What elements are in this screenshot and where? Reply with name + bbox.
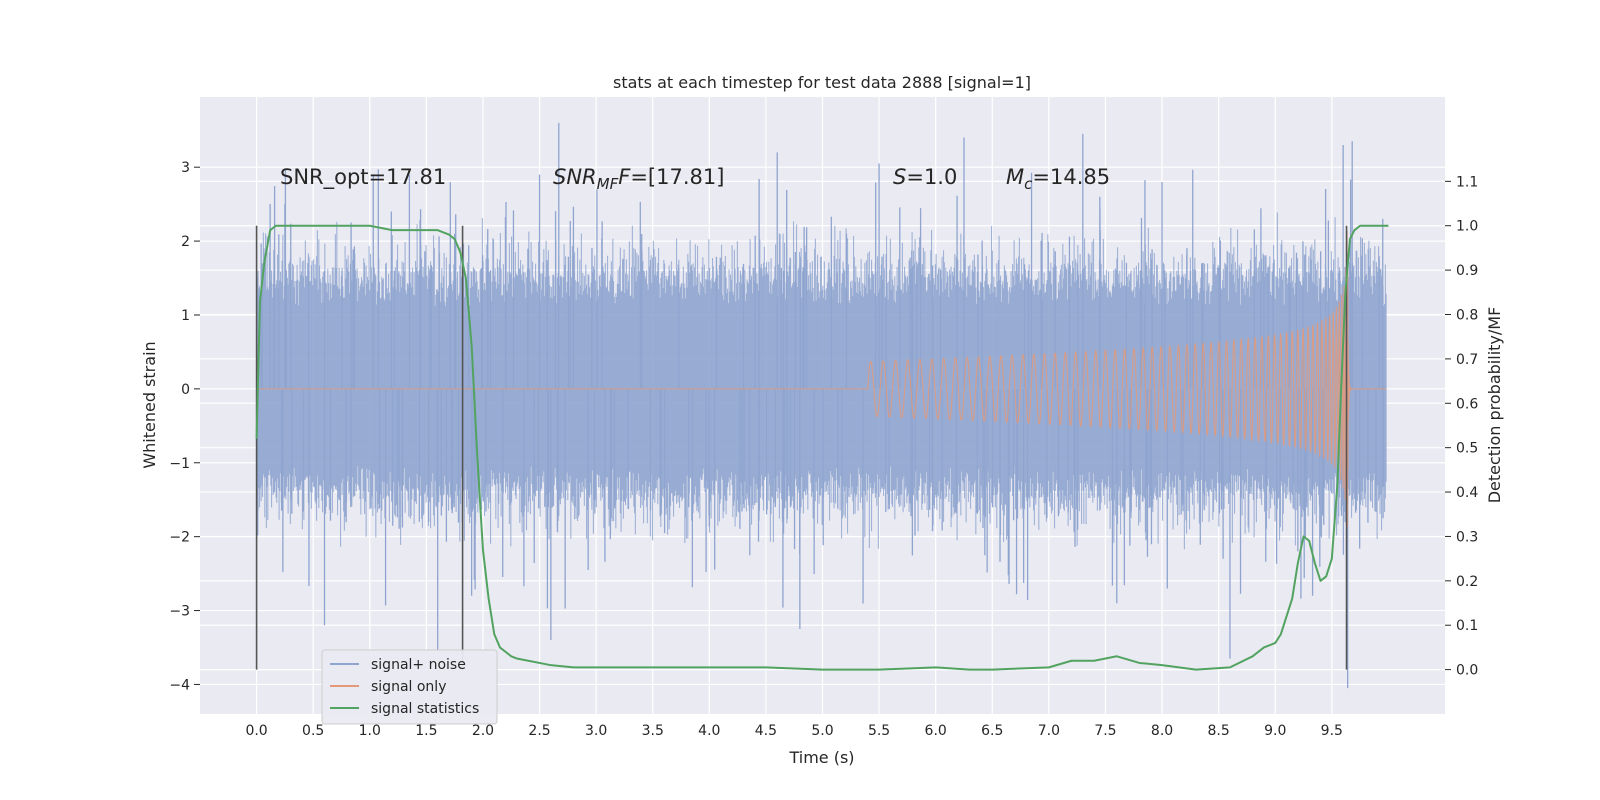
snr-mf-f: F	[618, 165, 631, 189]
x-axis-title: Time (s)	[788, 748, 854, 767]
y2-tick-labels: 0.0 0.1 0.2 0.3 0.4 0.5 0.6 0.7 0.8 0.9 1.0 1.1	[1445, 174, 1478, 679]
x-tick-label: 6.0	[925, 723, 947, 739]
signal-noise-spikes	[257, 122, 1384, 689]
x-tick-label: 2.5	[528, 723, 550, 739]
legend-label-stats: signal statistics	[371, 701, 479, 717]
y-tick-label: −2	[169, 530, 190, 546]
x-tick-label: 9.5	[1321, 723, 1343, 739]
x-tick-label: 8.0	[1151, 723, 1173, 739]
s-sym: S	[893, 165, 906, 189]
signal-statistics-line	[255, 224, 1389, 671]
snr-mf-base: SNR	[553, 165, 597, 189]
x-tick-label: 4.0	[698, 723, 720, 739]
mc-base: M	[1006, 165, 1024, 189]
x-tick-label: 2.0	[472, 723, 494, 739]
mc-rest: =14.85	[1032, 165, 1110, 189]
x-tick-label: 7.5	[1094, 723, 1116, 739]
s-rest: =1.0	[906, 165, 957, 189]
y2-tick-label: 0.9	[1456, 263, 1478, 279]
y2-tick-label: 0.5	[1456, 441, 1478, 457]
vertical-markers	[255, 225, 1348, 670]
annotation-snr-mf: SNRMFF=[17.81]	[553, 165, 724, 193]
legend-box	[321, 649, 498, 725]
y2-tick-label: 0.6	[1456, 396, 1478, 412]
plot-area	[255, 122, 1389, 689]
chart-title: stats at each timestep for test data 288…	[613, 73, 1031, 92]
x-tick-label: 0.0	[245, 723, 267, 739]
y-tick-label: 1	[181, 308, 190, 324]
y2-axis-title: Detection probability/MF	[1485, 307, 1504, 504]
y2-tick-label: 0.0	[1456, 663, 1478, 679]
x-tick-label: 7.0	[1038, 723, 1060, 739]
x-tick-label: 1.0	[359, 723, 381, 739]
x-tick-label: 4.5	[755, 723, 777, 739]
snr-mf-rest: =[17.81]	[630, 165, 724, 189]
annotation-snr-opt: SNR_opt=17.81	[280, 165, 446, 190]
y-axis-title: Whitened strain	[140, 341, 159, 468]
y2-tick-label: 0.8	[1456, 308, 1478, 324]
y2-tick-label: 0.3	[1456, 529, 1478, 545]
y-tick-label: 0	[181, 382, 190, 398]
x-tick-label: 8.5	[1208, 723, 1230, 739]
y-tick-label: 2	[181, 234, 190, 250]
x-tick-label: 9.0	[1264, 723, 1286, 739]
annotation-s: S=1.0	[893, 165, 957, 189]
x-tick-label: 1.5	[415, 723, 437, 739]
legend-label-noise: signal+ noise	[371, 657, 466, 673]
signal-only-line	[256, 230, 1387, 527]
x-tick-label: 5.0	[811, 723, 833, 739]
legend-label-signal: signal only	[371, 679, 446, 695]
y2-tick-label: 0.7	[1456, 352, 1478, 368]
y2-tick-label: 1.1	[1456, 174, 1478, 190]
x-tick-label: 5.5	[868, 723, 890, 739]
y-tick-label: −1	[169, 456, 190, 472]
y2-tick-label: 0.2	[1456, 574, 1478, 590]
annotation-mc: Mc=14.85	[1006, 165, 1110, 193]
x-tick-label: 0.5	[302, 723, 324, 739]
x-tick-label: 6.5	[981, 723, 1003, 739]
x-tick-label: 3.0	[585, 723, 607, 739]
mc-sub: c	[1024, 175, 1033, 193]
y2-tick-label: 0.4	[1456, 485, 1478, 501]
x-tick-label: 3.5	[642, 723, 664, 739]
y-tick-label: −3	[169, 604, 190, 620]
y-tick-label: −4	[169, 677, 190, 693]
x-tick-labels: 0.0 0.5 1.0 1.5 2.0 2.5 3.0 3.5 4.0 4.5 5.0 5.5 6.0 6…	[245, 723, 1342, 739]
y2-tick-label: 1.0	[1456, 219, 1478, 235]
legend: signal+ noise signal only signal statist…	[321, 649, 498, 725]
y-tick-labels: −4 −3 −2 −1 0 1 2 3	[169, 160, 200, 693]
y2-tick-label: 0.1	[1456, 618, 1478, 634]
snr-mf-sub: MF	[597, 175, 619, 193]
y-tick-label: 3	[181, 160, 190, 176]
